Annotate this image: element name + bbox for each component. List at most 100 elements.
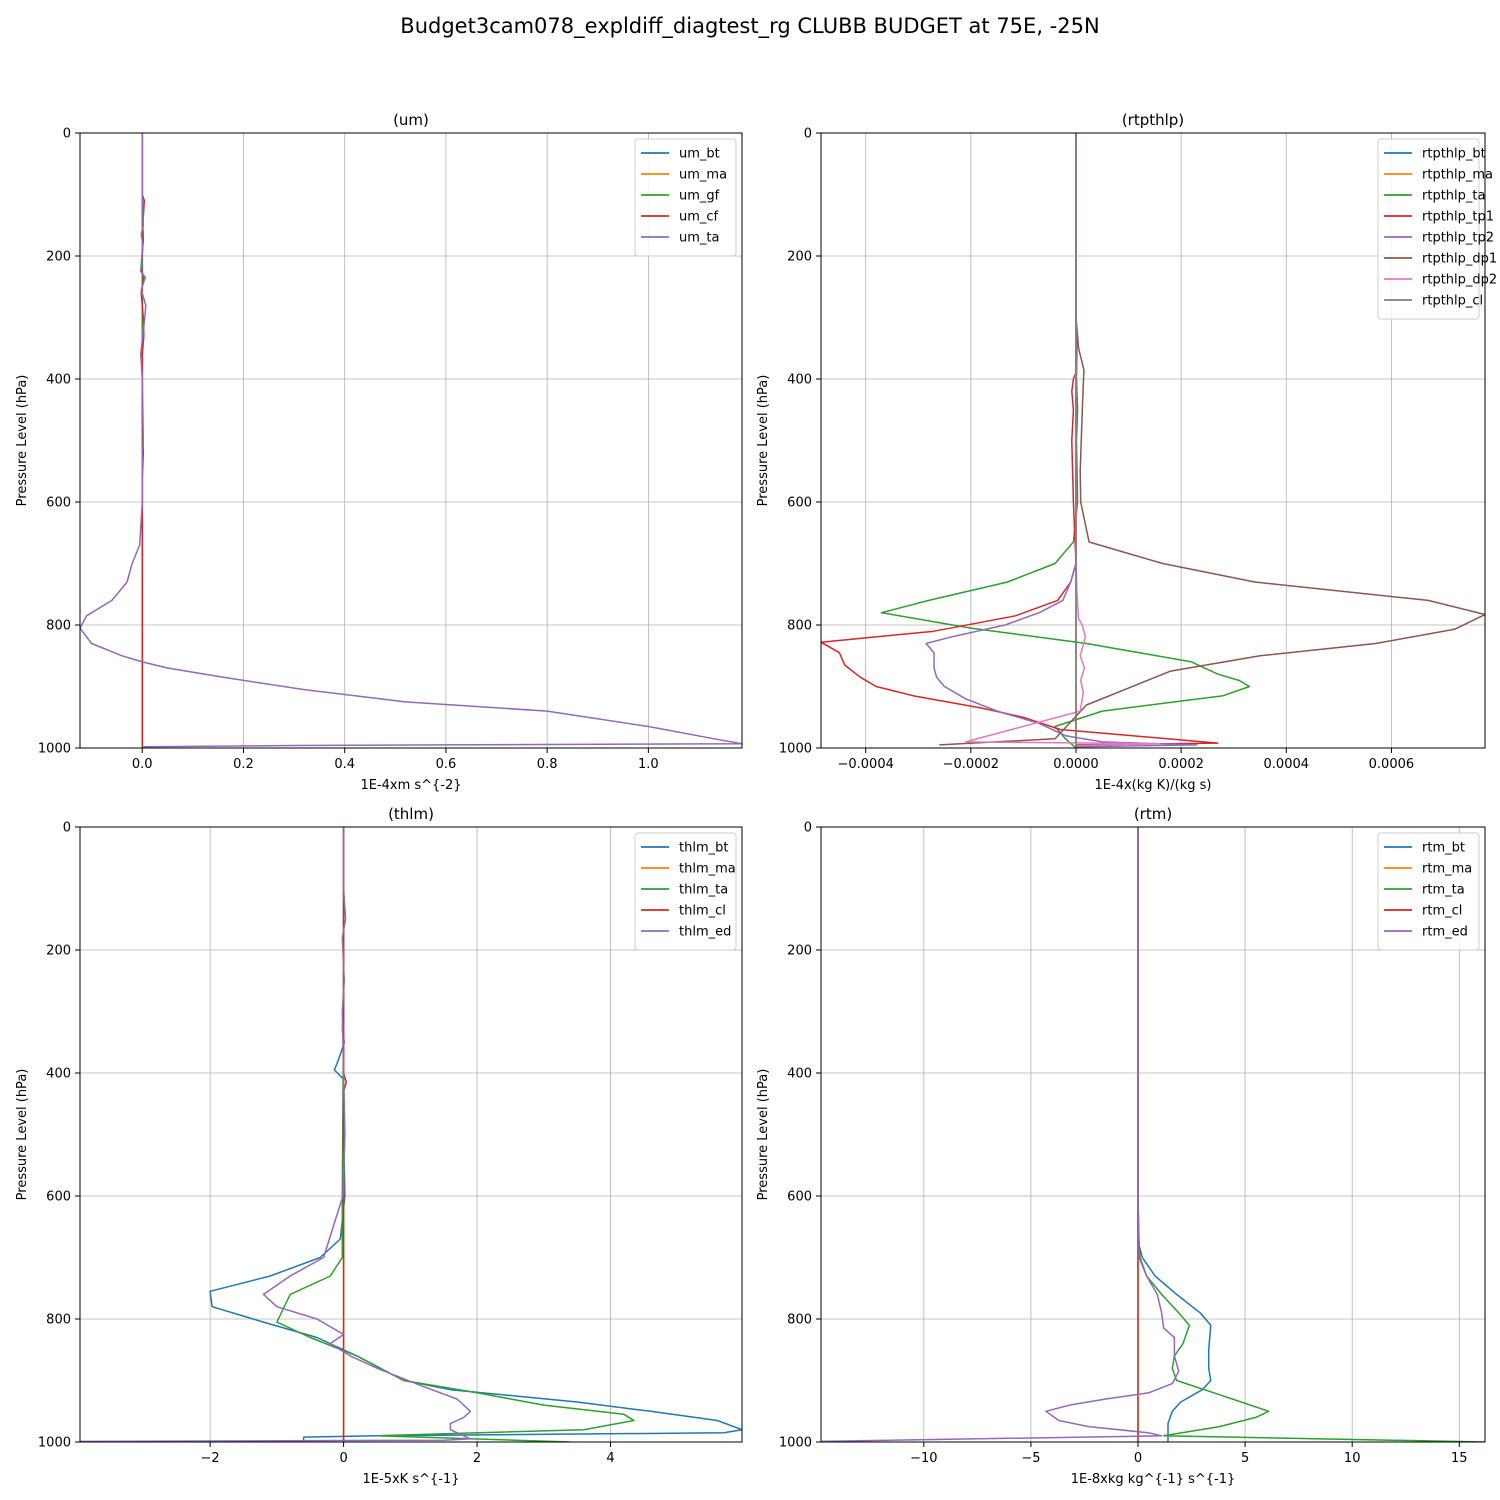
legend-label-rtm_ta: rtm_ta (1422, 883, 1465, 898)
y-axis-label: Pressure Level (hPa) (15, 375, 30, 507)
series-line-rtpthlp_tp2 (925, 133, 1198, 748)
y-tick-label: 1000 (38, 742, 71, 757)
y-tick-label: 200 (46, 250, 71, 265)
legend-label-thlm_cl: thlm_cl (679, 904, 726, 919)
y-tick-label: 200 (46, 944, 71, 959)
x-tick-label: 5 (1241, 1451, 1249, 1466)
y-tick-label: 400 (787, 1067, 812, 1082)
y-tick-label: 400 (46, 373, 71, 388)
x-tick-label: 2 (473, 1451, 481, 1466)
series-line-thlm_bt (209, 827, 742, 1442)
y-tick-label: 0 (804, 821, 812, 836)
x-tick-label: 0.0004 (1264, 757, 1310, 772)
x-tick-label: 0.8 (537, 757, 558, 772)
series-line-rtpthlp_ta (880, 133, 1251, 748)
x-tick-label: 15 (1451, 1451, 1468, 1466)
series-line-rtpthlp_dp2 (964, 133, 1161, 747)
axes-frame (820, 132, 1486, 749)
y-tick-label: 400 (46, 1067, 71, 1082)
y-tick-label: 600 (787, 496, 812, 511)
x-tick-label: 0.0002 (1158, 757, 1204, 772)
series-group (80, 133, 742, 748)
y-tick-label: 1000 (779, 1436, 812, 1451)
legend-label-rtpthlp_ma: rtpthlp_ma (1422, 168, 1493, 183)
legend-label-rtm_bt: rtm_bt (1422, 841, 1465, 856)
legend-label-um_ta: um_ta (679, 231, 719, 246)
y-axis-label: Pressure Level (hPa) (15, 1069, 30, 1201)
axes-frame (79, 132, 743, 749)
series-line-thlm_ed (80, 827, 472, 1442)
legend-label-rtpthlp_dp1: rtpthlp_dp1 (1422, 252, 1497, 267)
x-tick-label: 10 (1344, 1451, 1361, 1466)
x-axis-label: 1E-4x(kg K)/(kg s) (1095, 778, 1212, 793)
x-axis-label: 1E-8xkg kg^{-1} s^{-1} (1071, 1472, 1236, 1487)
series-group (821, 133, 1485, 748)
x-tick-label: 0.6 (436, 757, 457, 772)
y-tick-label: 600 (46, 1190, 71, 1205)
x-tick-label: 0.0000 (1053, 757, 1099, 772)
y-tick-label: 800 (46, 619, 71, 634)
y-tick-label: 400 (787, 373, 812, 388)
series-line-thlm_ta (276, 827, 635, 1442)
y-tick-label: 1000 (779, 742, 812, 757)
panel-rtm: −10 −5 0 5 10 15 0 200 400 600 800 1000 (rtm) 1E-8xkg… (756, 805, 1486, 1487)
panel-title: (thlm) (388, 805, 434, 823)
y-tick-label: 800 (787, 619, 812, 634)
y-tick-label: 0 (63, 127, 71, 142)
legend-label-rtpthlp_tp2: rtpthlp_tp2 (1422, 231, 1494, 246)
y-tick-label: 600 (787, 1190, 812, 1205)
legend-label-um_cf: um_cf (679, 210, 719, 225)
x-tick-label: −5 (1021, 1451, 1040, 1466)
legend-label-rtpthlp_bt: rtpthlp_bt (1422, 147, 1486, 162)
panel-um: 0.0 0.2 0.4 0.6 0.8 1.0 0 200 400 600 800 1000 (um) 1… (15, 111, 743, 793)
legend-label-um_bt: um_bt (679, 147, 720, 162)
y-tick-label: 600 (46, 496, 71, 511)
legend-label-thlm_bt: thlm_bt (679, 841, 728, 856)
axes-frame (820, 826, 1486, 1443)
series-group (821, 827, 1485, 1442)
x-tick-label: 0 (339, 1451, 347, 1466)
x-axis-label: 1E-5xK s^{-1} (363, 1472, 460, 1487)
legend-box (634, 138, 737, 257)
x-tick-label: 0.4 (334, 757, 355, 772)
y-axis-label: Pressure Level (hPa) (756, 1069, 771, 1201)
legend-label-thlm_ma: thlm_ma (679, 862, 736, 877)
legend-label-rtpthlp_cl: rtpthlp_cl (1422, 294, 1483, 309)
series-line-rtm_ed (821, 827, 1180, 1442)
legend-box (1377, 138, 1480, 320)
legend-label-rtm_ma: rtm_ma (1422, 862, 1472, 877)
panel-thlm: −2 0 2 4 0 200 400 600 800 1000 (thlm) 1E-5xK s^{-1… (15, 805, 743, 1487)
x-tick-label: 0.2 (233, 757, 254, 772)
y-tick-label: 1000 (38, 1436, 71, 1451)
legend-label-thlm_ta: thlm_ta (679, 883, 728, 898)
legend-label-rtpthlp_dp2: rtpthlp_dp2 (1422, 273, 1497, 288)
legend-label-um_ma: um_ma (679, 168, 727, 183)
panel-title: (rtm) (1134, 805, 1172, 823)
x-tick-label: 0.0 (132, 757, 153, 772)
y-tick-label: 200 (787, 944, 812, 959)
legend-label-rtm_ed: rtm_ed (1422, 925, 1468, 940)
axes-frame (79, 826, 743, 1443)
series-line-rtpthlp_tp1 (821, 133, 1219, 746)
y-axis-label: Pressure Level (hPa) (756, 375, 771, 507)
legend-label-um_gf: um_gf (679, 189, 720, 204)
x-tick-label: 0.0006 (1369, 757, 1415, 772)
x-tick-label: −0.0004 (837, 757, 893, 772)
series-line-rtpthlp_dp1 (939, 133, 1485, 746)
legend-label-thlm_ed: thlm_ed (679, 925, 731, 940)
legend-label-rtm_cl: rtm_cl (1422, 904, 1462, 919)
series-line-um_ta (80, 133, 742, 748)
y-tick-label: 800 (46, 1313, 71, 1328)
panel-rtpthlp: −0.0004 −0.0002 0.0000 0.0002 0.0004 0.0006 0 2… (756, 111, 1497, 793)
series-group (80, 827, 742, 1442)
y-tick-label: 800 (787, 1313, 812, 1328)
y-tick-label: 0 (63, 821, 71, 836)
legend-box (1377, 832, 1480, 951)
x-tick-label: 4 (606, 1451, 614, 1466)
panel-title: (rtpthlp) (1122, 111, 1184, 129)
x-tick-label: −10 (910, 1451, 937, 1466)
x-tick-label: 0 (1134, 1451, 1142, 1466)
y-tick-label: 0 (804, 127, 812, 142)
y-tick-label: 200 (787, 250, 812, 265)
